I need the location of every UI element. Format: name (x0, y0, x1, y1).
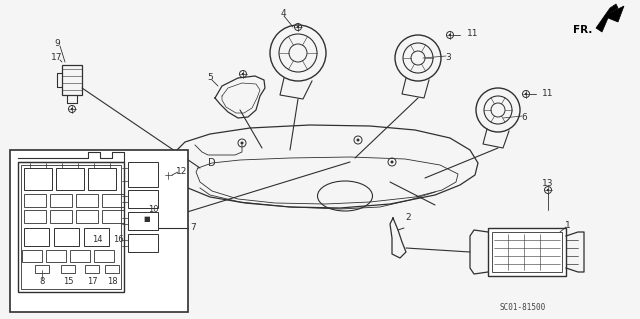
Bar (54, 228, 79, 246)
Text: SC01-81500: SC01-81500 (500, 303, 547, 313)
Polygon shape (596, 4, 624, 32)
Bar (488, 228, 566, 276)
Bar (18, 162, 124, 292)
Bar (24, 210, 46, 223)
Text: 1: 1 (565, 220, 571, 229)
Bar (128, 212, 158, 230)
Bar (76, 194, 98, 207)
Text: 8: 8 (39, 278, 45, 286)
Bar (102, 194, 124, 207)
Bar (128, 234, 158, 252)
Text: ■: ■ (144, 216, 150, 222)
Bar (76, 210, 98, 223)
Text: 3: 3 (445, 54, 451, 63)
Bar (492, 232, 562, 272)
Text: 6: 6 (521, 114, 527, 122)
Text: 12: 12 (176, 167, 188, 176)
Bar (10, 150, 188, 312)
Text: 14: 14 (92, 235, 102, 244)
Bar (24, 168, 52, 190)
Bar (88, 168, 116, 190)
Text: 4: 4 (280, 9, 286, 18)
Text: 2: 2 (405, 213, 411, 222)
Bar (46, 250, 66, 262)
Bar (22, 250, 42, 262)
Bar (128, 190, 158, 208)
Circle shape (449, 34, 451, 36)
Text: D: D (208, 158, 216, 168)
Circle shape (167, 174, 169, 176)
Bar (21, 165, 121, 289)
Circle shape (297, 26, 300, 28)
Text: 15: 15 (63, 278, 73, 286)
Bar (61, 265, 75, 273)
Bar (62, 65, 82, 95)
Circle shape (71, 108, 73, 110)
Text: 10: 10 (148, 205, 159, 214)
Circle shape (242, 73, 244, 75)
Circle shape (525, 93, 527, 95)
Circle shape (547, 189, 549, 191)
Text: 7: 7 (190, 224, 196, 233)
Bar (85, 265, 99, 273)
Circle shape (241, 142, 243, 145)
Bar (70, 250, 90, 262)
Bar (56, 168, 84, 190)
Text: 17: 17 (86, 278, 97, 286)
Circle shape (390, 160, 394, 164)
Bar (35, 265, 49, 273)
Text: 18: 18 (107, 278, 117, 286)
Text: FR.: FR. (573, 25, 593, 35)
Bar (24, 194, 46, 207)
Bar (128, 162, 158, 187)
Text: 9: 9 (54, 39, 60, 48)
Bar (94, 250, 114, 262)
Circle shape (356, 138, 360, 142)
Bar (50, 210, 72, 223)
Text: 16: 16 (113, 235, 124, 244)
Bar (84, 228, 109, 246)
Bar (102, 210, 124, 223)
Text: 11: 11 (467, 29, 479, 39)
Text: 17: 17 (51, 54, 63, 63)
Text: 5: 5 (207, 73, 213, 83)
Bar (105, 265, 119, 273)
Bar (50, 194, 72, 207)
Text: 11: 11 (542, 88, 554, 98)
Bar (24, 228, 49, 246)
Text: 13: 13 (542, 179, 554, 188)
